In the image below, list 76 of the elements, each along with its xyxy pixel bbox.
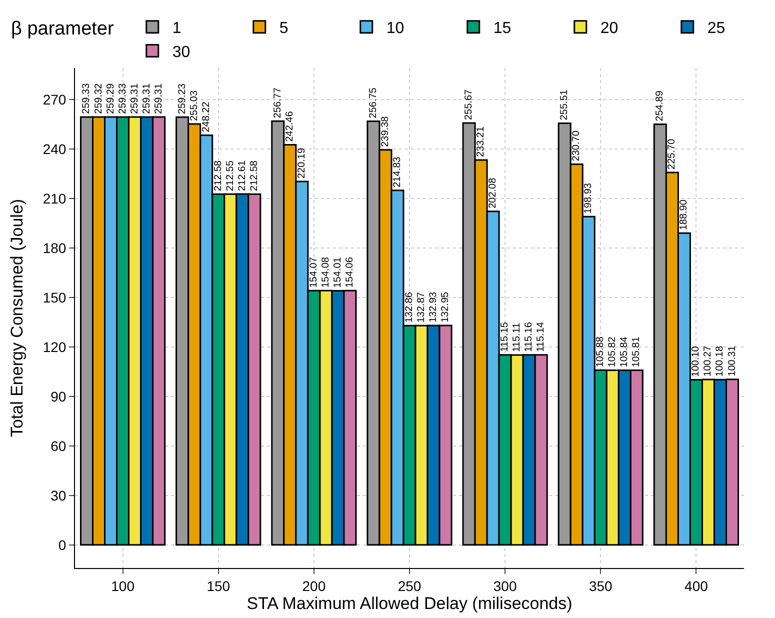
legend-label: 30 [172,44,190,61]
x-tick-label: 300 [493,578,517,594]
y-tick-label: 180 [42,240,66,256]
x-tick-label: 350 [588,578,613,594]
data-label: 225.70 [666,138,678,170]
legend-title: β parameter [11,18,124,40]
legend-label: 25 [707,20,726,38]
data-label: 242.46 [284,110,296,142]
data-label: 105.84 [619,336,630,368]
y-tick-label: 240 [42,140,66,157]
data-label: 259.23 [176,83,188,114]
data-label: 233.21 [476,126,487,158]
data-label: 214.83 [392,156,403,188]
data-label: 259.31 [141,82,152,114]
data-label: 255.51 [559,89,570,120]
data-label: 248.22 [200,101,212,132]
data-label: 105.81 [631,336,642,368]
data-label: 212.55 [224,160,236,192]
data-label: 132.87 [416,292,428,323]
data-label: 259.33 [81,82,92,114]
data-label: 239.38 [380,116,391,147]
data-label: 132.93 [428,292,440,323]
data-label: 259.31 [129,82,140,114]
x-tick-label: 150 [206,578,230,594]
y-axis-title: Total Energy Consumed (Joule) [7,198,26,438]
data-label: 230.70 [571,130,582,162]
data-label: 154.01 [332,256,344,288]
data-label: 115.14 [536,322,547,352]
data-label: 100.10 [690,346,702,377]
legend-label: 5 [279,20,288,38]
data-label: 255.67 [464,88,475,120]
y-tick-label: 60 [50,438,66,454]
legend-label: 10 [386,20,404,38]
y-tick-label: 0 [58,536,66,553]
legend-label: 15 [493,20,512,38]
y-tick-label: 90 [50,388,66,404]
data-label: 115.15 [500,322,511,352]
data-label: 132.95 [440,291,452,323]
x-tick-label: 200 [302,578,326,594]
data-label: 154.06 [344,256,356,288]
data-label: 154.08 [320,256,332,288]
y-tick-label: 270 [42,91,66,108]
data-label: 198.93 [583,182,594,214]
y-tick-label: 30 [50,487,66,504]
data-label: 202.08 [488,177,499,208]
data-label: 256.77 [272,87,284,118]
y-tick-label: 120 [42,338,66,355]
data-label: 259.31 [153,82,164,114]
data-label: 115.11 [512,322,523,352]
data-label: 115.16 [524,322,535,352]
data-label: 105.82 [607,336,618,368]
data-label: 100.31 [726,345,738,376]
data-label: 212.61 [236,160,248,192]
x-tick-label: 250 [398,578,422,594]
data-label: 212.58 [212,160,224,192]
data-label: 254.89 [654,90,666,122]
data-label: 100.18 [714,346,726,377]
data-label: 256.75 [368,87,379,118]
x-tick-label: 400 [684,578,708,594]
x-tick-label: 100 [111,578,135,594]
data-label: 154.07 [308,256,320,288]
y-tick-label: 150 [42,289,66,306]
legend-label: 20 [600,20,618,38]
data-label: 212.58 [248,160,260,192]
y-tick-label: 210 [42,190,66,206]
legend-label: 1 [172,20,182,38]
data-label: 259.29 [105,83,116,114]
data-label: 255.03 [188,90,200,122]
data-label: 259.32 [93,82,104,114]
data-label: 132.86 [404,292,415,323]
data-label: 188.90 [678,199,690,230]
data-label: 220.19 [296,148,308,179]
data-label: 259.33 [117,82,128,114]
data-label: 105.88 [595,336,606,368]
data-label: 100.27 [702,345,714,376]
x-axis-title: STA Maximum Allowed Delay (miliseconds) [246,594,572,613]
